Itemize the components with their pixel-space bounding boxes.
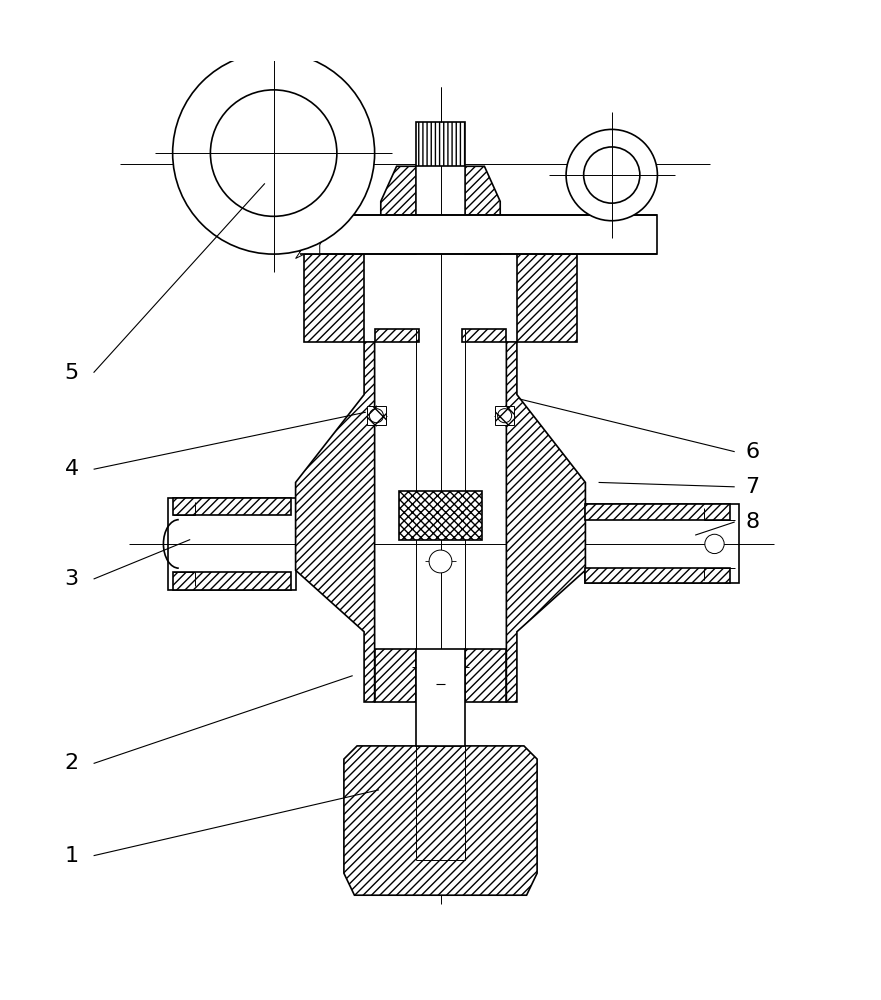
Bar: [495, 406, 515, 425]
Text: 2: 2: [64, 753, 78, 773]
Text: 3: 3: [64, 569, 78, 589]
Polygon shape: [296, 193, 349, 258]
Polygon shape: [296, 342, 374, 702]
Polygon shape: [507, 342, 585, 702]
Text: 1: 1: [64, 846, 78, 866]
Bar: [463, 329, 507, 342]
Bar: [416, 649, 465, 746]
Polygon shape: [344, 746, 537, 895]
Circle shape: [566, 129, 657, 221]
Circle shape: [429, 550, 452, 573]
Text: 7: 7: [745, 477, 759, 497]
Text: 8: 8: [745, 512, 759, 532]
Bar: [300, 215, 657, 254]
Bar: [416, 122, 465, 166]
Polygon shape: [381, 166, 416, 254]
Bar: [465, 649, 507, 702]
Bar: [399, 491, 482, 540]
Circle shape: [173, 52, 374, 254]
Bar: [585, 568, 730, 583]
Bar: [374, 329, 418, 342]
Circle shape: [583, 147, 640, 203]
Text: 4: 4: [64, 459, 78, 479]
Bar: [585, 504, 730, 520]
Bar: [366, 406, 386, 425]
Bar: [173, 498, 292, 515]
Circle shape: [211, 90, 337, 216]
Bar: [304, 254, 364, 342]
Bar: [585, 504, 739, 583]
Bar: [374, 649, 416, 702]
Bar: [168, 498, 296, 590]
Text: 5: 5: [64, 363, 78, 383]
Polygon shape: [465, 166, 500, 254]
Circle shape: [705, 534, 724, 554]
Bar: [517, 254, 577, 342]
Text: 6: 6: [745, 442, 759, 462]
Bar: [173, 572, 292, 590]
